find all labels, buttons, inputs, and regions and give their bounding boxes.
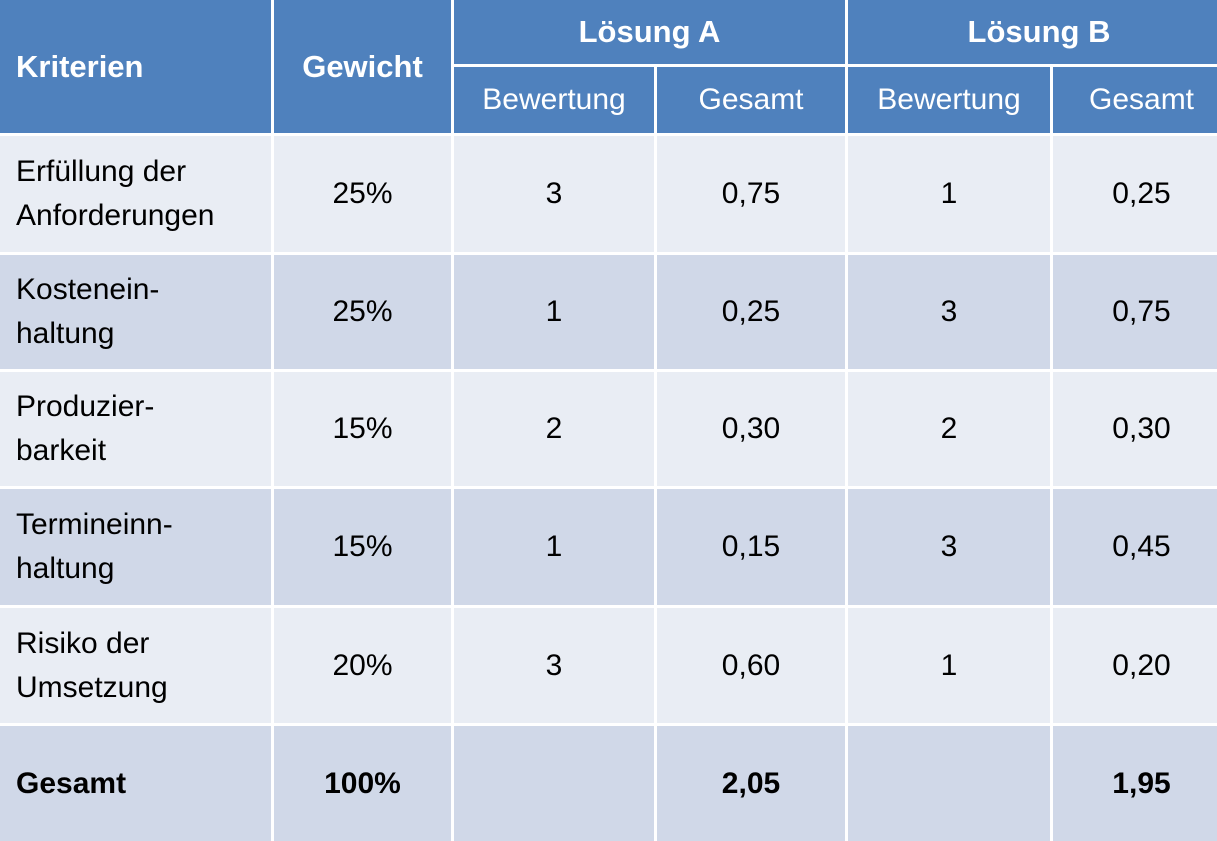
row-kriterium: Termineinn- haltung <box>0 489 271 605</box>
row-b-gesamt: 0,30 <box>1053 372 1217 486</box>
row-a-bewertung: 3 <box>454 608 654 723</box>
row-b-bewertung: 2 <box>848 372 1050 486</box>
row-b-bewertung: 3 <box>848 255 1050 369</box>
row-kriterium: Kostenein- haltung <box>0 255 271 369</box>
total-gewicht: 100% <box>274 726 451 841</box>
total-b-gesamt: 1,95 <box>1053 726 1217 841</box>
subheader-b-bewertung: Bewertung <box>848 67 1050 133</box>
row-b-gesamt: 0,25 <box>1053 136 1217 252</box>
subheader-a-gesamt: Gesamt <box>657 67 845 133</box>
row-a-gesamt: 0,30 <box>657 372 845 486</box>
header-loesung-b: Lösung B <box>848 0 1217 64</box>
row-b-bewertung: 3 <box>848 489 1050 605</box>
row-b-gesamt: 0,45 <box>1053 489 1217 605</box>
row-b-bewertung: 1 <box>848 136 1050 252</box>
row-gewicht: 15% <box>274 489 451 605</box>
row-b-gesamt: 0,75 <box>1053 255 1217 369</box>
row-a-gesamt: 0,60 <box>657 608 845 723</box>
row-b-gesamt: 0,20 <box>1053 608 1217 723</box>
row-a-bewertung: 2 <box>454 372 654 486</box>
row-kriterium: Produzier- barkeit <box>0 372 271 486</box>
subheader-b-gesamt: Gesamt <box>1053 67 1217 133</box>
row-gewicht: 15% <box>274 372 451 486</box>
row-gewicht: 20% <box>274 608 451 723</box>
row-a-gesamt: 0,15 <box>657 489 845 605</box>
total-a-bewertung <box>454 726 654 841</box>
header-kriterien: Kriterien <box>0 0 271 133</box>
total-a-gesamt: 2,05 <box>657 726 845 841</box>
row-kriterium: Risiko der Umsetzung <box>0 608 271 723</box>
header-loesung-a: Lösung A <box>454 0 845 64</box>
row-a-gesamt: 0,75 <box>657 136 845 252</box>
row-a-bewertung: 1 <box>454 489 654 605</box>
row-a-gesamt: 0,25 <box>657 255 845 369</box>
subheader-a-bewertung: Bewertung <box>454 67 654 133</box>
row-gewicht: 25% <box>274 136 451 252</box>
row-a-bewertung: 3 <box>454 136 654 252</box>
header-gewicht: Gewicht <box>274 0 451 133</box>
row-b-bewertung: 1 <box>848 608 1050 723</box>
total-label: Gesamt <box>0 726 271 841</box>
row-kriterium: Erfüllung der Anforderungen <box>0 136 271 252</box>
total-b-bewertung <box>848 726 1050 841</box>
row-gewicht: 25% <box>274 255 451 369</box>
row-a-bewertung: 1 <box>454 255 654 369</box>
